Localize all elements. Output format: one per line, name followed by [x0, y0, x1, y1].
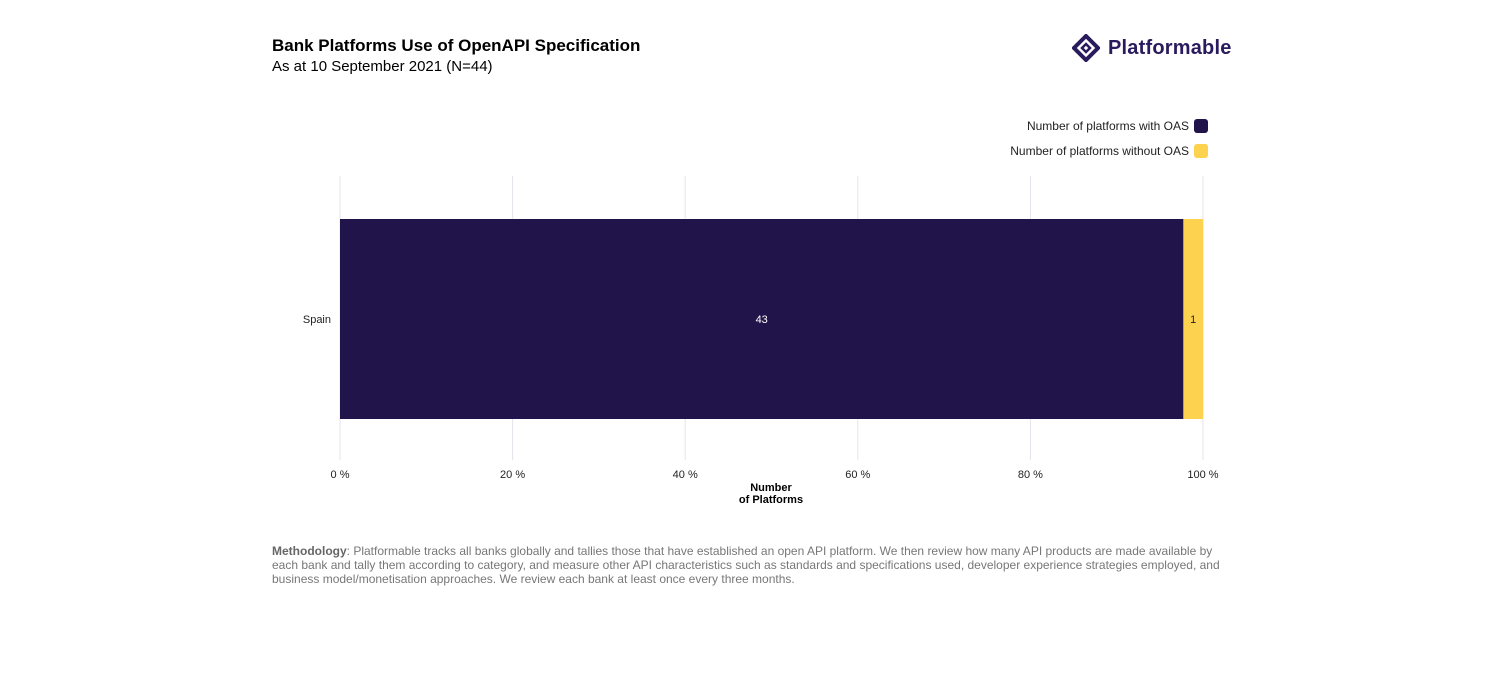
legend-item-with-oas: Number of platforms with OAS — [1027, 119, 1208, 133]
chart-title: Bank Platforms Use of OpenAPI Specificat… — [272, 36, 641, 55]
legend-label: Number of platforms without OAS — [1010, 144, 1189, 158]
legend-item-without-oas: Number of platforms without OAS — [1010, 144, 1208, 158]
data-label: 43 — [756, 314, 768, 326]
x-tick-label: 60 % — [845, 469, 870, 481]
logo-text: Platformable — [1108, 36, 1232, 59]
x-tick-label: 20 % — [500, 469, 525, 481]
platformable-logo: Platformable — [1072, 34, 1232, 62]
legend-swatch — [1194, 144, 1208, 158]
legend-label: Number of platforms with OAS — [1026, 119, 1189, 133]
methodology-label: Methodology — [272, 544, 347, 558]
x-tick-label: 40 % — [673, 469, 698, 481]
category-label: Spain — [303, 314, 331, 326]
methodology-text: : Platformable tracks all banks globally… — [272, 544, 1220, 586]
methodology-note: Methodology: Platformable tracks all ban… — [272, 544, 1222, 586]
diamond-logo-icon — [1072, 34, 1100, 62]
bar-segment — [340, 219, 1184, 419]
bar-segment — [1183, 219, 1203, 419]
legend-swatch — [1194, 119, 1208, 133]
chart-subtitle: As at 10 September 2021 (N=44) — [272, 58, 493, 75]
x-tick-label: 80 % — [1018, 469, 1043, 481]
x-tick-label: 100 % — [1187, 469, 1218, 481]
x-tick-label: 0 % — [331, 469, 350, 481]
x-axis-title: of Platforms — [739, 494, 803, 506]
x-axis-title: Number — [750, 482, 792, 494]
data-label: 1 — [1190, 314, 1196, 326]
